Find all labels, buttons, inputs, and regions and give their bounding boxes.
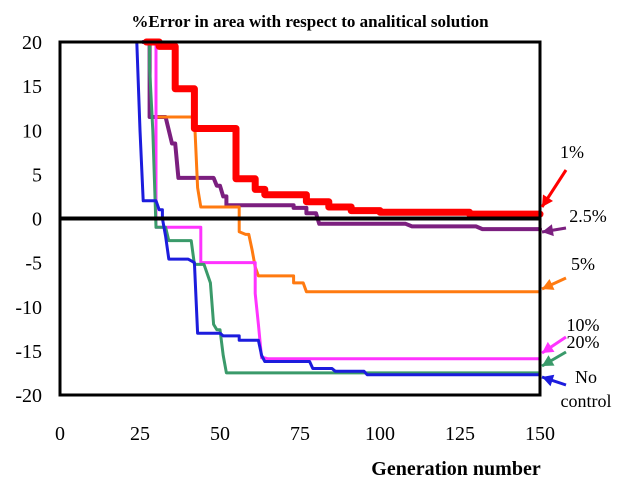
x-tick-label: 0	[55, 423, 65, 445]
series-layer	[135, 38, 544, 377]
x-tick-label: 25	[130, 423, 150, 445]
x-tick-labels: 0 25 50 75 100 125 150	[55, 423, 555, 445]
legend-arrowhead-6	[542, 374, 555, 387]
y-tick-label: 0	[32, 209, 42, 231]
legend-arrowhead-2	[542, 224, 554, 237]
y-tick-label: -10	[15, 297, 42, 319]
series-line-2	[141, 40, 542, 232]
y-tick-label: 20	[22, 32, 42, 54]
x-tick-label: 125	[445, 423, 475, 445]
legend-arrowhead-4	[542, 341, 555, 353]
legend-label-5: 20%	[567, 332, 600, 352]
x-tick-label: 100	[365, 423, 395, 445]
legend-labels: 1% 2.5% 5% 10%20% No control	[540, 142, 612, 411]
series-line-1	[142, 38, 544, 218]
legend-label-6: No control	[561, 367, 612, 411]
plot-area-frame	[58, 40, 542, 397]
y-tick-label: -20	[15, 385, 42, 407]
legend-arrowhead-3	[542, 279, 555, 290]
legend-arrowhead-1	[542, 194, 553, 207]
y-tick-label: 5	[32, 164, 42, 186]
legend-label-2: 2.5%	[569, 206, 607, 226]
legend-label-3: 5%	[571, 254, 595, 274]
x-tick-label: 150	[525, 423, 555, 445]
x-axis-label: Generation number	[371, 458, 541, 480]
y-tick-labels: 20 15 10 5 0 -5 -10 -15 -20	[15, 32, 42, 407]
x-tick-label: 75	[290, 423, 310, 445]
legend-label-4: 10%	[567, 315, 600, 335]
legend-label-1: 1%	[560, 142, 584, 162]
y-tick-label: -15	[15, 341, 42, 363]
y-tick-label: 15	[22, 76, 42, 98]
legend-arrowhead-5	[542, 355, 555, 366]
chart-title: %Error in area with respect to analitica…	[131, 12, 489, 31]
series-line-6	[135, 40, 542, 377]
x-tick-label: 50	[210, 423, 230, 445]
series-line-4	[151, 40, 542, 361]
y-tick-label: -5	[25, 253, 42, 275]
series-line-3	[151, 40, 542, 294]
y-tick-label: 10	[22, 120, 42, 142]
